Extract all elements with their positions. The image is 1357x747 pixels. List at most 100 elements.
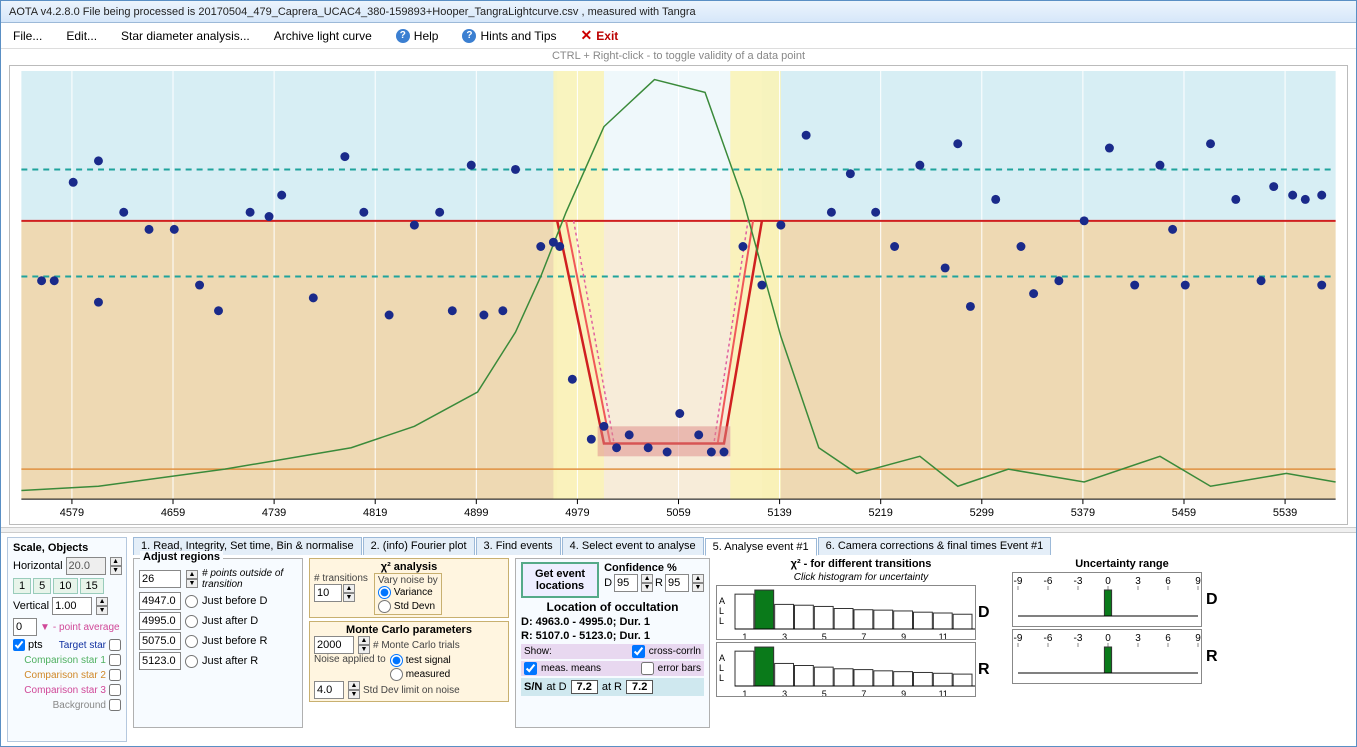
background-label: Background [53, 700, 106, 711]
pts-check[interactable] [13, 639, 25, 651]
means-check[interactable] [524, 662, 537, 675]
zoom-15[interactable]: 15 [80, 578, 104, 594]
menu-file[interactable]: File... [13, 29, 42, 43]
svg-text:-6: -6 [1044, 576, 1053, 587]
after-d-input[interactable] [139, 612, 181, 630]
menu-help[interactable]: ? Help [396, 29, 439, 43]
histogram-d[interactable]: ALL1357911 [716, 585, 976, 640]
r-location: R: 5107.0 - 5123.0; Dur. 1 [521, 630, 704, 642]
zoom-10[interactable]: 10 [53, 578, 77, 594]
hints-icon: ? [462, 29, 476, 43]
svg-text:5459: 5459 [1172, 507, 1196, 519]
loc-header: Location of occultation [521, 600, 704, 614]
comp1-check[interactable] [109, 654, 121, 666]
target-check[interactable] [109, 639, 121, 651]
before-r-radio[interactable] [185, 635, 198, 648]
points-outside-label: # points outside of transition [202, 568, 297, 590]
errorbars-check[interactable] [641, 662, 654, 675]
sd-limit-input[interactable] [314, 681, 344, 699]
svg-text:L: L [719, 616, 724, 626]
comp2-check[interactable] [109, 669, 121, 681]
svg-text:-3: -3 [1074, 576, 1083, 587]
exit-icon: ✕ [581, 27, 593, 44]
before-d-input[interactable] [139, 592, 181, 610]
conf-r-spinner[interactable]: ▲▼ [692, 574, 704, 592]
after-r-radio[interactable] [185, 655, 198, 668]
comp3-check[interactable] [109, 684, 121, 696]
get-event-locations-button[interactable]: Get event locations [521, 562, 599, 598]
horizontal-spinner[interactable]: ▲▼ [110, 557, 122, 575]
sn-d-value: 7.2 [571, 680, 598, 694]
points-outside-spinner[interactable]: ▲▼ [186, 570, 198, 588]
chi2-title: χ² analysis [314, 561, 504, 573]
histogram-r[interactable]: ALL1357911 [716, 642, 976, 697]
right-side: 1. Read, Integrity, Set time, Bin & norm… [133, 537, 1350, 742]
test-signal-radio[interactable] [390, 654, 403, 667]
uncertainty-r[interactable]: -9-6-30369 [1012, 629, 1202, 684]
svg-text:4579: 4579 [60, 507, 84, 519]
conf-d-spinner[interactable]: ▲▼ [641, 574, 653, 592]
vertical-input[interactable] [52, 597, 92, 615]
menu-star-diameter[interactable]: Star diameter analysis... [121, 29, 250, 43]
menubar: File... Edit... Star diameter analysis..… [1, 23, 1356, 49]
tab-5[interactable]: 6. Camera corrections & final times Even… [818, 537, 1052, 555]
comp1-label: Comparison star 1 [24, 655, 106, 666]
after-d-radio[interactable] [185, 615, 198, 628]
mc-trials-spinner[interactable]: ▲▼ [358, 636, 370, 654]
menu-edit[interactable]: Edit... [66, 29, 97, 43]
tab-1[interactable]: 2. (info) Fourier plot [363, 537, 475, 555]
menu-exit[interactable]: ✕ Exit [581, 27, 619, 44]
svg-text:A: A [719, 653, 725, 663]
lightcurve-chart[interactable]: 4579465947394819489949795059513952195299… [9, 65, 1348, 525]
svg-text:3: 3 [782, 632, 787, 640]
conf-r-input[interactable] [665, 574, 689, 592]
svg-text:5219: 5219 [869, 507, 893, 519]
background-check[interactable] [109, 699, 121, 711]
sd-limit-spinner[interactable]: ▲▼ [348, 681, 360, 699]
before-d-label: Just before D [202, 595, 267, 607]
pts-label: pts [28, 639, 43, 651]
lightcurve-svg: 4579465947394819489949795059513952195299… [10, 66, 1347, 524]
stddev-radio[interactable] [378, 600, 391, 613]
avg-input[interactable] [13, 618, 37, 636]
show-label: Show: [524, 646, 552, 657]
hint-line: CTRL + Right-click - to toggle validity … [1, 49, 1356, 63]
svg-text:6: 6 [1165, 633, 1171, 644]
svg-text:7: 7 [861, 689, 866, 697]
vertical-spinner[interactable]: ▲▼ [96, 597, 108, 615]
svg-text:4899: 4899 [464, 507, 488, 519]
horizontal-label: Horizontal [13, 560, 63, 572]
titlebar: AOTA v4.2.8.0 File being processed is 20… [1, 1, 1356, 23]
before-r-input[interactable] [139, 632, 181, 650]
vary-label: Vary noise by [378, 575, 438, 586]
transitions-spinner[interactable]: ▲▼ [343, 584, 355, 602]
variance-radio[interactable] [378, 586, 391, 599]
points-outside-input[interactable] [139, 570, 181, 588]
help-icon: ? [396, 29, 410, 43]
crosscorr-check[interactable] [632, 645, 645, 658]
target-label: Target star [59, 640, 106, 651]
horizontal-input[interactable] [66, 557, 106, 575]
svg-text:5539: 5539 [1273, 507, 1297, 519]
conf-d-input[interactable] [614, 574, 638, 592]
uncertainty-d[interactable]: -9-6-30369 [1012, 572, 1202, 627]
zoom-1[interactable]: 1 [13, 578, 31, 594]
chi2-group: χ² analysis # transitions ▲▼ Vary noise [309, 558, 509, 618]
svg-text:-9: -9 [1014, 576, 1023, 587]
mc-trials-input[interactable] [314, 636, 354, 654]
avg-label: - point average [53, 622, 120, 633]
menu-hints[interactable]: ? Hints and Tips [462, 29, 556, 43]
histogram-panel: χ² - for different transitions Click his… [716, 558, 1006, 728]
transitions-input[interactable] [314, 584, 342, 602]
after-r-input[interactable] [139, 652, 181, 670]
before-d-radio[interactable] [185, 595, 198, 608]
tab-3[interactable]: 4. Select event to analyse [562, 537, 704, 555]
zoom-5[interactable]: 5 [33, 578, 51, 594]
svg-text:L: L [719, 606, 724, 616]
measured-radio[interactable] [390, 668, 403, 681]
svg-text:9: 9 [901, 689, 906, 697]
after-r-label: Just after R [202, 655, 258, 667]
tab-4[interactable]: 5. Analyse event #1 [705, 538, 817, 556]
menu-archive[interactable]: Archive light curve [274, 29, 372, 43]
tab-2[interactable]: 3. Find events [476, 537, 561, 555]
